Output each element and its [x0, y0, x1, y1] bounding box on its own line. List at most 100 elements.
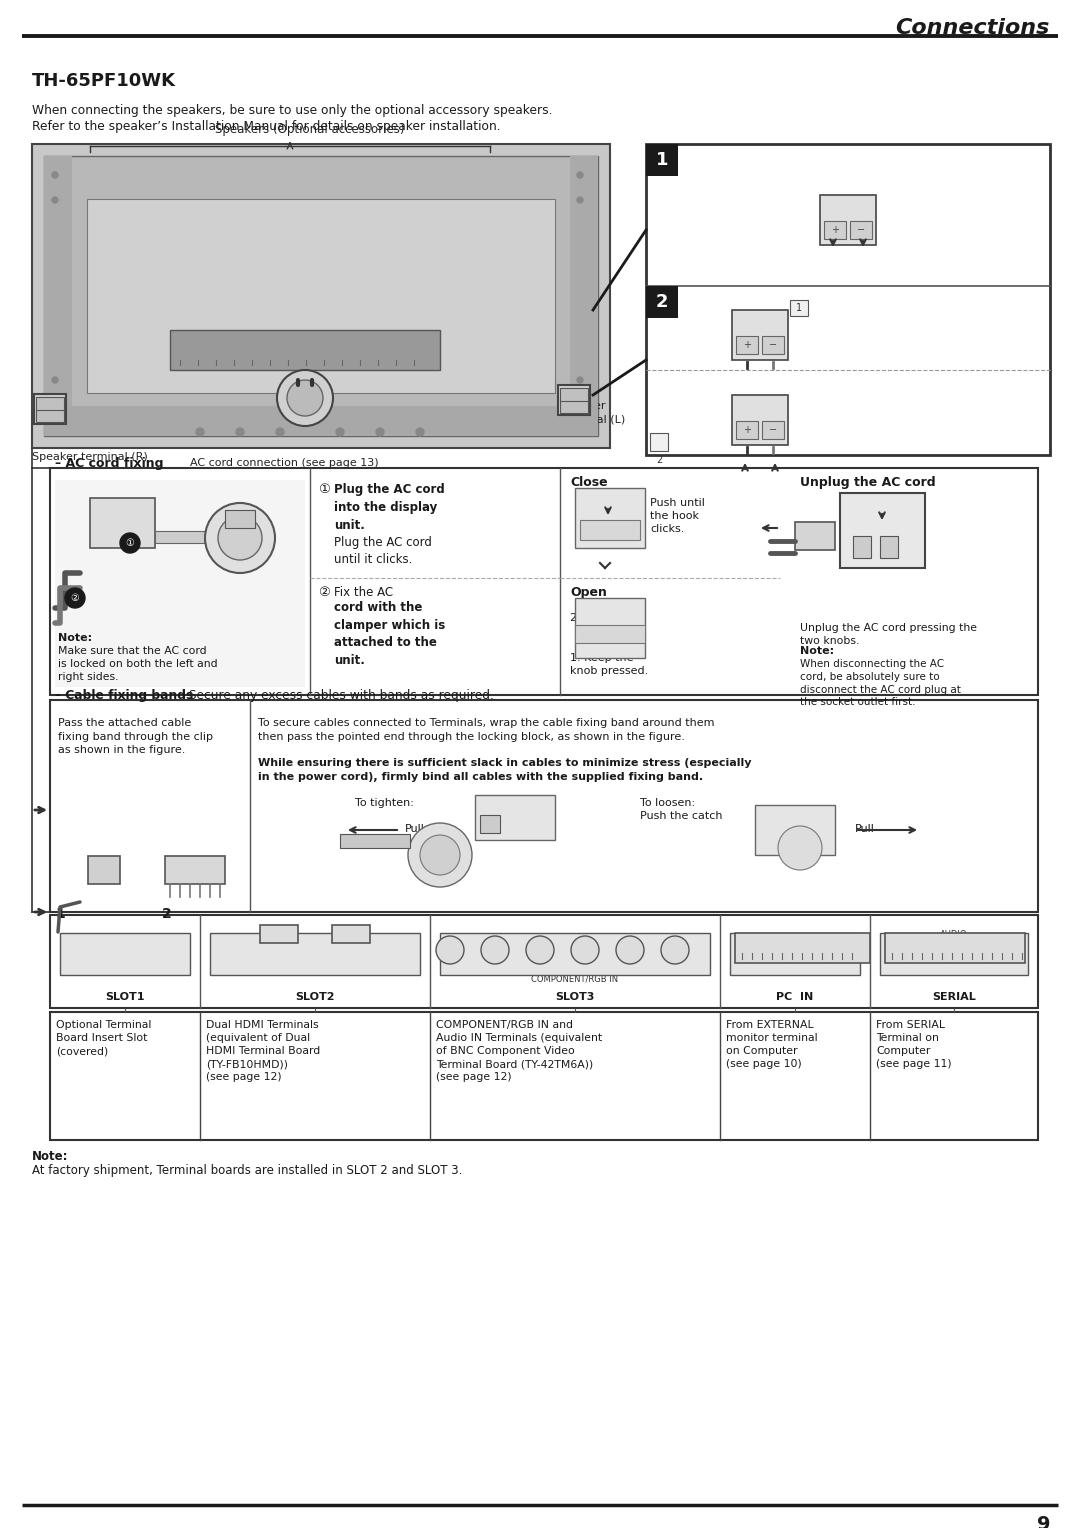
Bar: [170, 330, 440, 370]
Text: Secure any excess cables with bands as required.: Secure any excess cables with bands as r…: [185, 689, 494, 701]
Text: +: +: [831, 225, 839, 235]
Circle shape: [526, 937, 554, 964]
Text: −: −: [769, 425, 778, 435]
Circle shape: [616, 937, 644, 964]
Bar: [880, 536, 897, 558]
Text: From EXTERNAL
monitor terminal
on Computer
(see page 10): From EXTERNAL monitor terminal on Comput…: [726, 1021, 818, 1070]
Text: SLOT3: SLOT3: [555, 992, 595, 1002]
Text: 1: 1: [55, 908, 65, 921]
Bar: [260, 924, 298, 943]
Bar: [60, 934, 190, 975]
Circle shape: [65, 588, 85, 608]
Circle shape: [276, 428, 284, 435]
Text: Unplug the AC cord: Unplug the AC cord: [800, 477, 935, 489]
Bar: [44, 156, 72, 435]
Circle shape: [416, 428, 424, 435]
Circle shape: [661, 937, 689, 964]
Text: Pass the attached cable
fixing band through the clip
as shown in the figure.: Pass the attached cable fixing band thro…: [58, 718, 213, 755]
Bar: [650, 432, 669, 451]
Bar: [33, 394, 66, 423]
Bar: [795, 523, 835, 550]
Bar: [87, 856, 120, 885]
Bar: [50, 1012, 1038, 1140]
Text: ②: ②: [318, 587, 329, 599]
Bar: [735, 336, 758, 354]
Text: – AC cord fixing: – AC cord fixing: [55, 457, 163, 471]
Text: AUDIO: AUDIO: [941, 931, 968, 940]
Text: To loosen:
Push the catch: To loosen: Push the catch: [640, 798, 723, 821]
Text: COMPONENT/RGB IN and
Audio IN Terminals (equivalent
of BNC Component Video
Termi: COMPONENT/RGB IN and Audio IN Terminals …: [436, 1021, 603, 1082]
Bar: [332, 924, 370, 943]
Text: Pull: Pull: [855, 824, 875, 834]
Text: To secure cables connected to Terminals, wrap the cable fixing band around them
: To secure cables connected to Terminals,…: [258, 718, 715, 741]
Bar: [475, 795, 555, 840]
Bar: [90, 498, 156, 549]
Bar: [44, 406, 598, 435]
Text: To tighten:: To tighten:: [355, 798, 414, 808]
Bar: [580, 520, 640, 539]
Bar: [575, 597, 645, 659]
Text: −: −: [769, 341, 778, 350]
Text: 2: 2: [656, 293, 669, 312]
Text: While ensuring there is sufficient slack in cables to minimize stress (especiall: While ensuring there is sufficient slack…: [258, 758, 752, 782]
Bar: [853, 536, 870, 558]
Circle shape: [336, 428, 345, 435]
Text: cord with the
clamper which is
attached to the
unit.: cord with the clamper which is attached …: [334, 601, 445, 666]
Bar: [762, 336, 784, 354]
Bar: [440, 934, 710, 975]
Bar: [561, 388, 588, 400]
Bar: [156, 532, 205, 542]
Text: Note:: Note:: [32, 1151, 68, 1163]
Bar: [646, 144, 1050, 455]
Circle shape: [276, 370, 333, 426]
Bar: [762, 422, 784, 439]
Circle shape: [52, 173, 58, 177]
Bar: [561, 400, 588, 413]
Circle shape: [52, 197, 58, 203]
Text: Speakers (Optional accessories): Speakers (Optional accessories): [215, 122, 405, 136]
Text: SLOT2: SLOT2: [295, 992, 335, 1002]
Text: Plug the AC cord
until it clicks.: Plug the AC cord until it clicks.: [334, 536, 432, 565]
Circle shape: [120, 533, 140, 553]
Circle shape: [237, 428, 244, 435]
Circle shape: [577, 406, 583, 413]
Text: Dual HDMI Terminals
(equivalent of Dual
HDMI Terminal Board
(TY-FB10HMD))
(see p: Dual HDMI Terminals (equivalent of Dual …: [206, 1021, 321, 1082]
Circle shape: [436, 937, 464, 964]
Bar: [50, 468, 1038, 695]
Bar: [55, 480, 305, 688]
Text: Note:: Note:: [800, 646, 834, 656]
Text: HDMI  AV IN  ⊕: HDMI AV IN ⊕: [282, 953, 349, 963]
Text: +: +: [743, 341, 751, 350]
Text: −: −: [856, 225, 865, 235]
Text: Open: Open: [570, 587, 607, 599]
Circle shape: [52, 377, 58, 384]
Text: Speaker terminal (R): Speaker terminal (R): [32, 452, 148, 461]
Circle shape: [481, 937, 509, 964]
Bar: [850, 222, 872, 238]
Bar: [735, 422, 758, 439]
Bar: [36, 410, 64, 422]
Circle shape: [778, 827, 822, 869]
Bar: [880, 934, 1028, 975]
Text: AC cord connection (see page 13): AC cord connection (see page 13): [190, 458, 379, 468]
Circle shape: [571, 937, 599, 964]
Circle shape: [287, 380, 323, 416]
Text: PC  IN: PC IN: [777, 992, 813, 1002]
Text: From SERIAL
Terminal on
Computer
(see page 11): From SERIAL Terminal on Computer (see pa…: [876, 1021, 951, 1070]
Text: SLOT1: SLOT1: [105, 992, 145, 1002]
Bar: [735, 934, 870, 963]
Text: Pull: Pull: [405, 824, 424, 834]
Text: When connecting the speakers, be sure to use only the optional accessory speaker: When connecting the speakers, be sure to…: [32, 104, 553, 118]
Text: 2. Pull off.: 2. Pull off.: [570, 613, 625, 623]
Bar: [225, 510, 255, 529]
Text: 1. Keep the
knob pressed.: 1. Keep the knob pressed.: [570, 652, 648, 675]
Bar: [480, 814, 500, 833]
Circle shape: [577, 173, 583, 177]
Text: Speaker
terminal (L): Speaker terminal (L): [561, 400, 625, 425]
Bar: [732, 396, 788, 445]
Bar: [575, 487, 645, 549]
Bar: [789, 299, 808, 316]
Bar: [44, 156, 598, 435]
Bar: [732, 310, 788, 361]
Bar: [165, 856, 225, 885]
